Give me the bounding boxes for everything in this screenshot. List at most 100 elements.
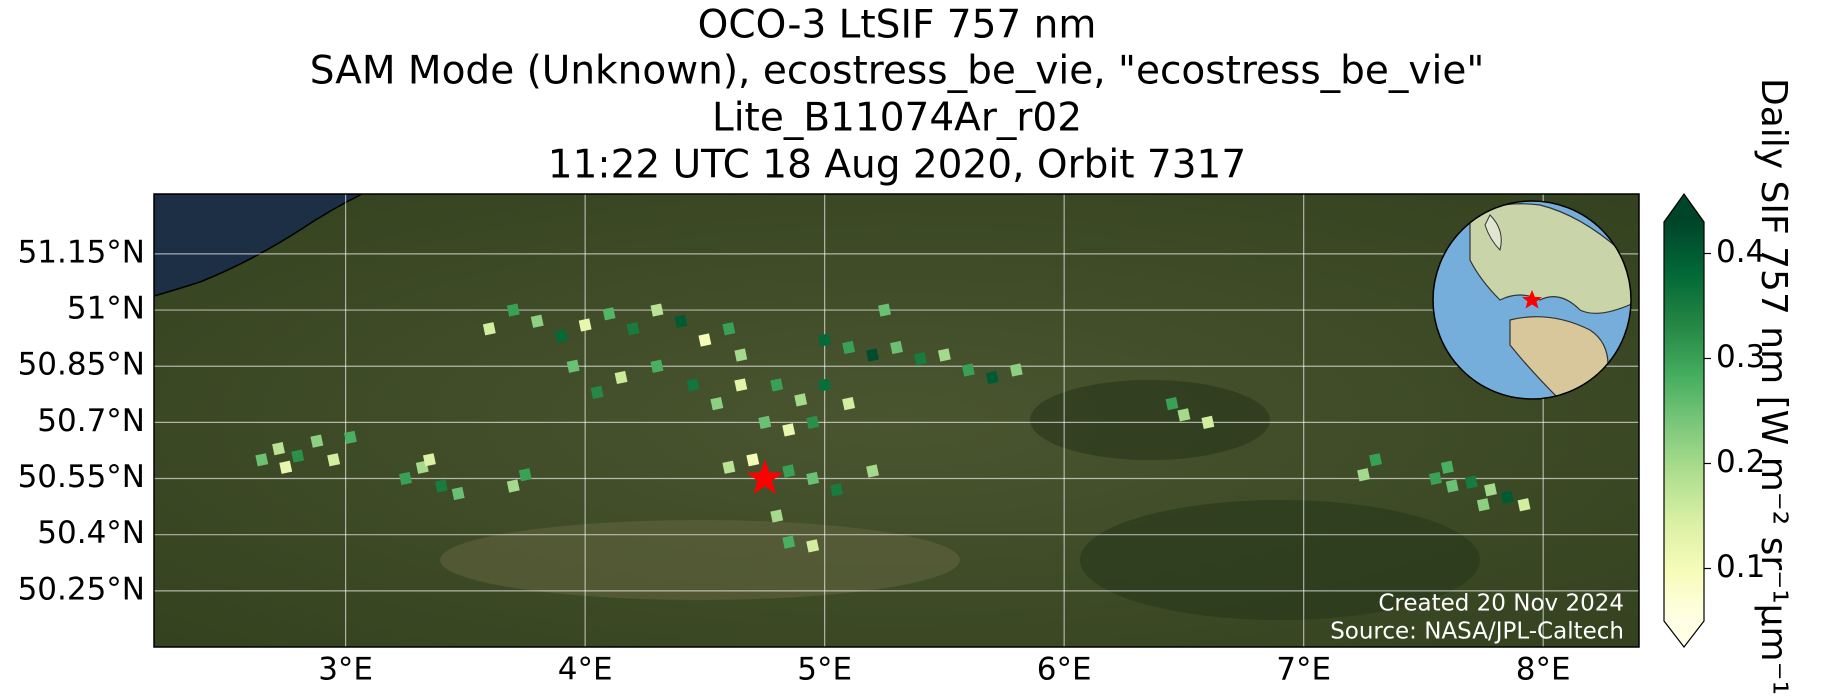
- colorbar-tick-label: 0.2: [1716, 444, 1765, 480]
- sif-cell: [650, 303, 664, 317]
- soundings: [255, 303, 1531, 553]
- globe-inset: [1432, 200, 1632, 400]
- sif-cell: [770, 509, 784, 523]
- globe-land: [1469, 203, 1631, 314]
- sif-cell: [602, 307, 616, 321]
- y-tick-label: 50.85°N: [18, 347, 145, 383]
- sif-cell: [272, 441, 285, 456]
- colorbar-body: [1664, 222, 1704, 621]
- globe-outline: [1432, 200, 1632, 400]
- sif-cell: [1517, 498, 1531, 512]
- sif-cell: [506, 303, 520, 317]
- sif-cell: [1445, 479, 1459, 493]
- colorbar-tick-label: 0.4: [1716, 234, 1765, 270]
- sif-cell: [770, 378, 784, 392]
- sif-cell: [794, 393, 808, 407]
- forest-patch: [1030, 380, 1270, 460]
- grid: [154, 194, 1639, 647]
- forest-patch: [1080, 500, 1480, 620]
- sif-cell: [914, 352, 927, 366]
- sif-cell: [566, 359, 580, 373]
- sif-cell: [806, 415, 820, 429]
- sif-cell: [327, 453, 341, 467]
- sif-cell: [842, 397, 856, 411]
- sif-cell: [343, 430, 357, 444]
- colorbar-extend-max: [1664, 194, 1704, 222]
- sif-cell: [291, 449, 305, 463]
- sif-cell: [626, 322, 640, 336]
- y-tick-label: 50.4°N: [37, 515, 145, 551]
- x-tick-label: 4°E: [558, 652, 613, 688]
- sif-cell: [1201, 415, 1215, 429]
- sif-cell: [782, 464, 796, 478]
- map-background: [154, 194, 1639, 647]
- sif-cell: [1500, 490, 1514, 504]
- sif-cell: [674, 314, 688, 328]
- sif-cell: [866, 348, 879, 362]
- sif-cell: [578, 318, 592, 332]
- sif-cell: [782, 535, 796, 549]
- sif-cell: [734, 378, 748, 392]
- credit: Created 20 Nov 2024: [1378, 591, 1624, 617]
- sif-cell: [1440, 460, 1454, 474]
- target-site: [746, 459, 783, 494]
- sif-cell: [506, 479, 520, 493]
- sif-cell: [1428, 471, 1442, 486]
- sif-cell: [985, 370, 999, 385]
- globe-target: [1522, 290, 1542, 309]
- sea: [154, 194, 363, 297]
- sif-cell: [686, 378, 700, 392]
- sif-cell: [1009, 363, 1023, 377]
- sif-cell: [554, 329, 568, 343]
- y-tick-label: 50.7°N: [37, 403, 145, 439]
- sif-cell: [890, 340, 903, 355]
- title-line: 11:22 UTC 18 Aug 2020, Orbit 7317: [548, 143, 1246, 188]
- sif-cell: [782, 423, 796, 437]
- sif-cell: [818, 378, 832, 392]
- title-line: Lite_B11074Ar_r02: [712, 96, 1082, 141]
- y-tick-label: 51°N: [67, 291, 145, 327]
- colorbar-extend-min: [1664, 621, 1704, 647]
- sif-cell: [698, 333, 712, 347]
- credit: Source: NASA/JPL-Caltech: [1330, 619, 1624, 645]
- sif-cell: [279, 460, 293, 474]
- sif-cell: [734, 348, 748, 362]
- sif-cell: [1484, 483, 1497, 497]
- sif-cell: [818, 333, 832, 347]
- sif-cell: [530, 314, 544, 328]
- sif-cell: [1464, 475, 1478, 489]
- sif-cell: [614, 370, 628, 385]
- sif-cell: [1177, 408, 1191, 422]
- title: OCO-3 LtSIF 757 nm SAM Mode (Unknown), e…: [310, 3, 1485, 188]
- sif-cell: [806, 539, 820, 553]
- sif-cell: [255, 453, 269, 467]
- sif-cell: [722, 322, 736, 336]
- sif-cell: [1369, 453, 1382, 467]
- x-tick-label: 6°E: [1037, 652, 1092, 688]
- x-tick-label: 7°E: [1276, 652, 1331, 688]
- globe-land: [1509, 316, 1609, 399]
- sif-cell: [482, 322, 496, 336]
- sif-cell: [399, 471, 412, 486]
- title-line: OCO-3 LtSIF 757 nm: [698, 3, 1097, 48]
- sif-cell: [590, 385, 604, 400]
- axes: 3°E 4°E 5°E 6°E 7°E 8°E 51.15°N 51°N 50.85°N 50.7…: [18, 234, 1571, 687]
- sif-cell: [434, 479, 448, 493]
- sif-cell: [746, 453, 760, 467]
- y-tick-label: 50.55°N: [18, 459, 145, 495]
- sif-cell: [878, 303, 891, 317]
- sif-cell: [722, 460, 736, 474]
- terrain-patch: [440, 520, 960, 600]
- sif-cell: [1165, 397, 1179, 411]
- sif-cell: [806, 471, 820, 486]
- sif-cell: [830, 483, 844, 497]
- sif-cell: [423, 453, 436, 467]
- sif-cell: [842, 340, 856, 355]
- title-line: SAM Mode (Unknown), ecostress_be_vie, "e…: [310, 49, 1485, 94]
- sif-cell: [758, 415, 772, 429]
- sif-cell: [310, 434, 324, 448]
- colorbar-outline: [1663, 192, 1705, 648]
- colorbar-tick-label: 0.1: [1716, 549, 1765, 585]
